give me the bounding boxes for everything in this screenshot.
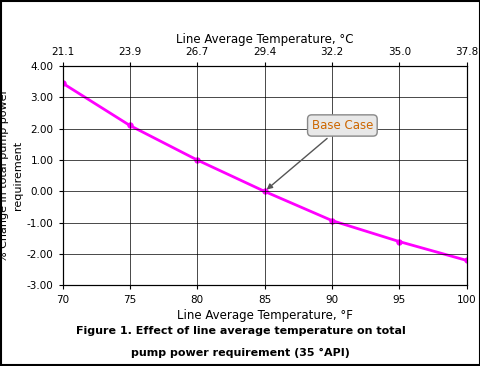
Y-axis label: % Change in total pump power
requirement: % Change in total pump power requirement — [0, 89, 23, 262]
Text: pump power requirement (35 °API): pump power requirement (35 °API) — [131, 348, 349, 358]
X-axis label: Line Average Temperature, °C: Line Average Temperature, °C — [175, 33, 353, 46]
X-axis label: Line Average Temperature, °F: Line Average Temperature, °F — [176, 309, 352, 322]
Text: Base Case: Base Case — [267, 119, 372, 188]
Text: Figure 1. Effect of line average temperature on total: Figure 1. Effect of line average tempera… — [75, 326, 405, 336]
